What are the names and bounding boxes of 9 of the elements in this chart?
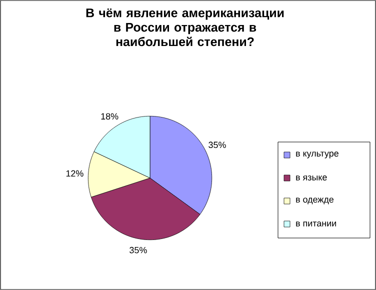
legend-label: в культуре <box>296 152 338 158</box>
data-label: 18% <box>101 113 118 120</box>
data-label: 35% <box>130 246 147 254</box>
legend-label: в питании <box>296 222 336 226</box>
legend-label: в языке <box>296 176 327 180</box>
data-label: 12% <box>66 170 84 177</box>
data-label: 35% <box>208 142 226 148</box>
legend-label: в одежде <box>296 198 334 204</box>
chart-title: В чём явление американизации в России отражается в наибольшей степени? <box>86 8 284 46</box>
